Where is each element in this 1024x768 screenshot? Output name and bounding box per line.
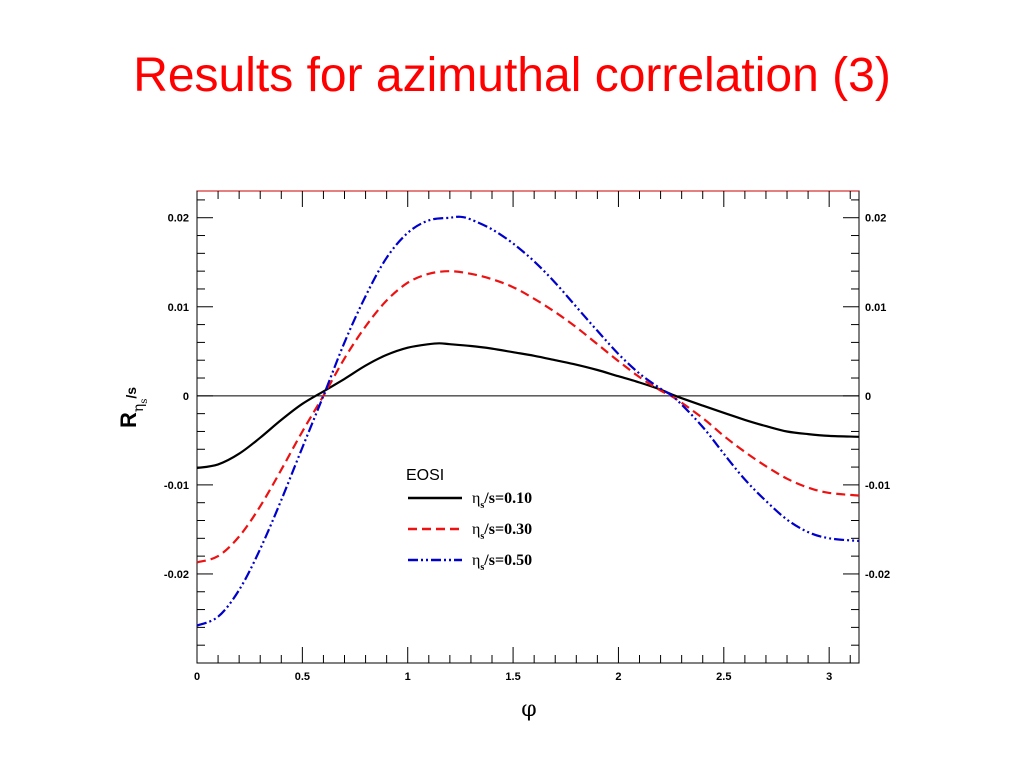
x-tick-label: 3 <box>826 671 832 683</box>
legend-label-value: /s=0.30 <box>483 521 532 538</box>
legend-title: EOSI <box>406 467 444 484</box>
y-axis-title-sub1: η <box>131 404 147 412</box>
y-tick-label: 0 <box>183 391 189 403</box>
y-tick-label-right: 0 <box>865 391 871 403</box>
x-tick-label: 0 <box>194 671 200 683</box>
x-tick-label: 1 <box>405 671 411 683</box>
y-tick-label-right: 0.02 <box>865 213 886 225</box>
x-tick-label: 2 <box>615 671 621 683</box>
x-axis-title: φ <box>521 697 536 722</box>
axes-layer <box>196 190 860 664</box>
legend-label-value: /s=0.10 <box>483 490 532 507</box>
labels-layer: 0 0.5 1 1.5 2 2.5 3 -0.02 -0.02 -0.01 -0.01 0 0 0.01 0… <box>164 213 890 683</box>
slide-title: Results for azimuthal correlation (3) <box>133 49 891 102</box>
series-line-1 <box>196 270 860 564</box>
y-tick-label: -0.02 <box>164 569 189 581</box>
y-tick-label-right: 0.01 <box>865 302 886 314</box>
y-tick-label: 0.02 <box>168 213 189 225</box>
legend-label-sub: s <box>480 531 484 542</box>
y-tick-label: -0.01 <box>164 480 189 492</box>
series-layer <box>196 215 860 627</box>
y-axis-title-sub2: s <box>139 399 150 404</box>
y-axis-title-main: R <box>116 412 141 428</box>
series-line-2 <box>196 215 860 627</box>
legend-label-2: ηs/s=0.50 <box>472 552 532 573</box>
x-tick-label: 0.5 <box>295 671 310 683</box>
y-axis-title: Rηs/s <box>116 387 150 428</box>
plot-frame <box>196 190 860 664</box>
y-axis-title-suffix: /s <box>123 387 139 399</box>
legend-label-symbol: η <box>472 521 480 538</box>
legend-label-value: /s=0.50 <box>483 552 532 569</box>
y-tick-label-right: -0.02 <box>865 569 890 581</box>
legend-label-sub: s <box>480 562 484 573</box>
legend-label-sub: s <box>480 500 484 511</box>
y-tick-label-right: -0.01 <box>865 480 890 492</box>
legend-label-0: ηs/s=0.10 <box>472 490 532 511</box>
series-line-0 <box>196 342 860 470</box>
x-tick-label: 1.5 <box>505 671 520 683</box>
x-tick-label: 2.5 <box>716 671 731 683</box>
legend-label-symbol: η <box>472 490 480 507</box>
legend-label-symbol: η <box>472 552 480 569</box>
y-tick-label: 0.01 <box>168 302 189 314</box>
legend-label-1: ηs/s=0.30 <box>472 521 532 542</box>
